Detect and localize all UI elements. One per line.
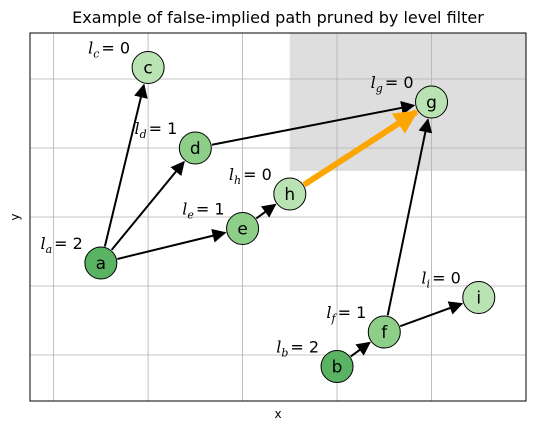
pruned-region xyxy=(289,33,526,171)
edge-f-i xyxy=(399,301,464,328)
node-label: b xyxy=(332,358,343,378)
node-label: g xyxy=(426,93,437,113)
node-g: g xyxy=(415,85,449,119)
node-label: i xyxy=(476,289,481,309)
pruned-edge-h-g xyxy=(302,109,419,188)
node-label: e xyxy=(237,220,247,240)
level-label-i: li = 0 xyxy=(421,269,460,291)
node-h: h xyxy=(273,177,307,211)
node-circle xyxy=(367,315,401,349)
plot-area: a b c d e f g h i la = 2 lb = 2 lc = 0 ld = 1 le = 1 lf = 1… xyxy=(29,32,527,402)
level-label-e: le = 1 xyxy=(182,200,224,222)
node-circle xyxy=(320,350,354,383)
node-label: h xyxy=(284,185,295,205)
node-f: f xyxy=(367,315,401,349)
node-c: c xyxy=(131,51,165,84)
node-circle xyxy=(462,281,496,314)
node-circle xyxy=(84,246,118,280)
node-b: b xyxy=(320,350,354,383)
node-d: d xyxy=(178,131,212,165)
node-label: d xyxy=(190,139,201,159)
edge-f-g xyxy=(386,118,433,316)
level-label-b: lb = 2 xyxy=(276,338,319,360)
level-label-c: lc = 0 xyxy=(88,39,130,61)
node-label: c xyxy=(143,59,152,79)
y-axis-label: y xyxy=(8,213,22,220)
node-i: i xyxy=(462,281,496,314)
edge-b-f xyxy=(350,341,371,358)
level-label-d: ld = 1 xyxy=(134,119,177,141)
edge-a-e xyxy=(117,228,227,260)
node-label: f xyxy=(381,323,388,343)
node-circle xyxy=(273,177,307,211)
node-label: a xyxy=(96,254,106,274)
level-label-h: lh = 0 xyxy=(229,165,272,187)
level-label-g: lg = 0 xyxy=(371,73,414,95)
edge-d-g xyxy=(211,100,416,146)
edge-a-c xyxy=(103,83,148,247)
node-circle xyxy=(178,131,212,165)
node-circle xyxy=(131,51,165,84)
node-a: a xyxy=(84,246,118,280)
edge-e-h xyxy=(255,203,277,220)
x-axis-label: x xyxy=(274,407,281,421)
node-circle xyxy=(415,85,449,119)
node-e: e xyxy=(226,212,260,245)
edge-a-d xyxy=(110,160,185,251)
node-circle xyxy=(226,212,260,245)
level-label-a: la = 2 xyxy=(40,234,82,256)
chart-title: Example of false-implied path pruned by … xyxy=(72,8,484,27)
level-label-f: lf = 1 xyxy=(326,303,366,325)
plot-frame xyxy=(29,32,527,402)
